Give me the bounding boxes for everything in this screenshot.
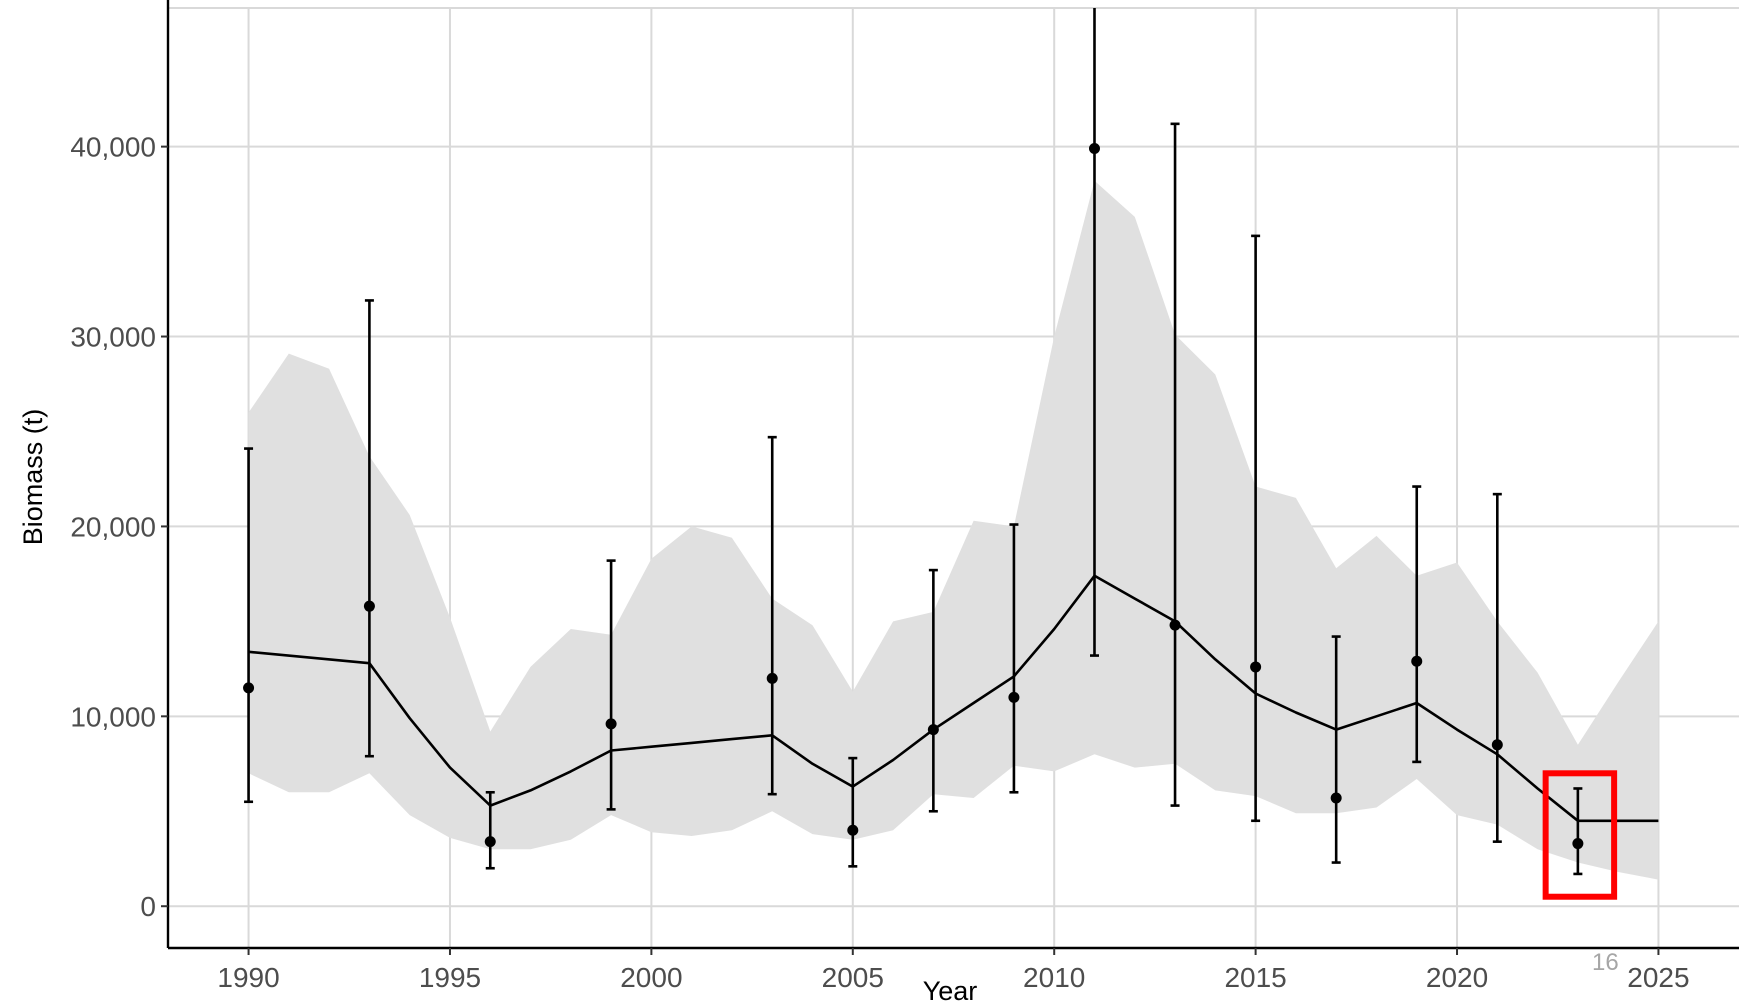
error-bar (1573, 787, 1583, 876)
error-bar (1170, 122, 1180, 807)
error-bar (1089, 8, 1099, 657)
y-tick-label: 0 (140, 891, 156, 922)
survey-point (1491, 739, 1503, 751)
x-tick-label: 2015 (1224, 962, 1286, 993)
survey-point (243, 682, 255, 694)
error-bar (1251, 234, 1261, 823)
y-tick-label: 20,000 (70, 511, 156, 542)
survey-points (243, 143, 1584, 850)
x-tick-label: 1995 (419, 962, 481, 993)
x-tick-label: 1990 (217, 962, 279, 993)
survey-point (363, 600, 375, 612)
error-bar (364, 299, 374, 758)
survey-point (605, 718, 617, 730)
highlight-box (1542, 770, 1618, 900)
survey-point (1169, 619, 1181, 631)
tick-labels: 1990 1995 2000 2005 2010 2015 2020 2025 0 10,000 2… (70, 132, 1689, 993)
x-tick-label: 2020 (1426, 962, 1488, 993)
error-bar (928, 568, 938, 813)
y-axis-title: Biomass (t) (18, 409, 48, 546)
x-tick-label: 2010 (1023, 962, 1085, 993)
y-tick-label: 30,000 (70, 322, 156, 353)
survey-point (1572, 838, 1584, 850)
survey-point (1411, 655, 1423, 667)
annotations (1542, 770, 1618, 900)
error-bar (244, 447, 254, 804)
error-bar (485, 790, 495, 870)
survey-point (927, 724, 939, 736)
biomass-trend-line (248, 574, 1659, 823)
x-tick-label: 2005 (822, 962, 884, 993)
error-bar (767, 435, 777, 796)
error-bar (1331, 635, 1341, 864)
y-tick-label: 40,000 (70, 132, 156, 163)
error-bar (1412, 485, 1422, 764)
confidence-band-area (248, 180, 1659, 880)
survey-point (1008, 691, 1020, 703)
survey-point (766, 672, 778, 684)
y-tick-label: 10,000 (70, 701, 156, 732)
error-bars (244, 8, 1583, 876)
survey-point (1330, 792, 1342, 804)
x-tick-label: 2000 (620, 962, 682, 993)
error-bar (1009, 523, 1019, 794)
survey-point (1088, 143, 1100, 155)
survey-point (484, 836, 496, 848)
error-bar (848, 756, 858, 868)
error-bar (606, 559, 616, 811)
confidence-band (248, 180, 1659, 880)
axes (166, 0, 1739, 950)
survey-point (847, 824, 859, 836)
page-number: 16 (1592, 949, 1619, 976)
x-axis-title: Year (923, 976, 978, 1006)
error-bar (1492, 492, 1502, 843)
x-tick-label: 2025 (1627, 962, 1689, 993)
biomass-line (248, 574, 1659, 823)
survey-point (1250, 661, 1262, 673)
